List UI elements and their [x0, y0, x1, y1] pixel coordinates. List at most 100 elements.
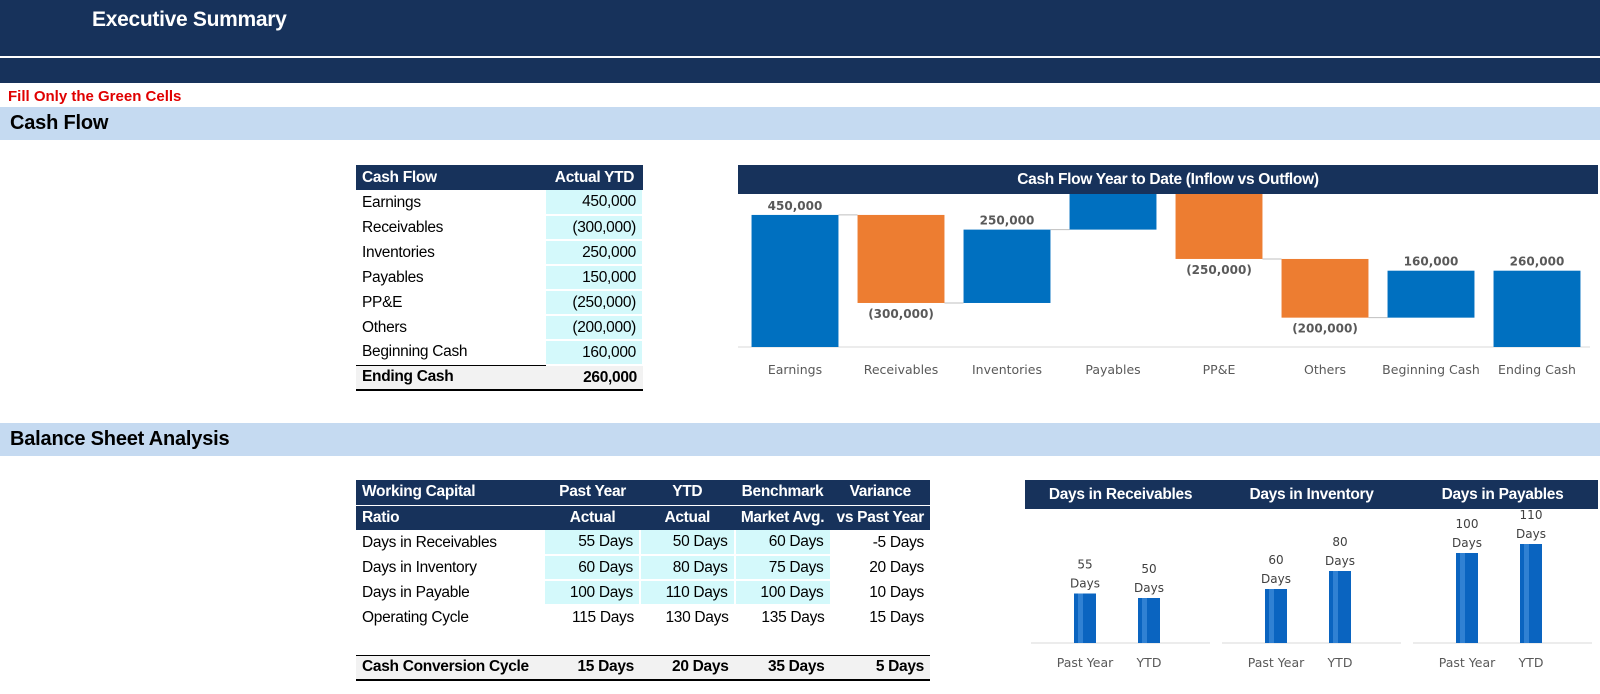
- data-label: 50: [1141, 562, 1156, 576]
- category-label: Beginning Cash: [1382, 362, 1480, 377]
- row-label: PP&E: [362, 293, 403, 311]
- days-receivables-chart: 55 Days Past Year 50 Days YTD: [1031, 558, 1210, 670]
- section-title: Cash Flow: [10, 112, 109, 134]
- bar-highlight: [1333, 571, 1338, 643]
- table-row: Payables 150,000: [356, 265, 644, 291]
- table-row: Days in Payable 100 Days 110 Days 100 Da…: [356, 580, 930, 606]
- category-label: Inventories: [972, 362, 1042, 377]
- table-row: Beginning Cash 160,000: [356, 340, 644, 366]
- column-header: Cash Flow: [356, 165, 546, 190]
- input-cell[interactable]: 160,000: [546, 340, 644, 366]
- category-label: Earnings: [768, 362, 822, 377]
- category-label: Payables: [1085, 362, 1140, 377]
- column-header: Past Year: [545, 480, 640, 505]
- table-row: Days in Inventory 60 Days 80 Days 75 Day…: [356, 555, 930, 581]
- days-inventory-chart: 60 Days Past Year 80 Days YTD: [1222, 535, 1401, 670]
- category-label: Ending Cash: [1498, 362, 1576, 377]
- days-bar: [1074, 593, 1096, 643]
- input-cell[interactable]: 100 Days: [545, 580, 641, 606]
- section-cash-flow: Cash Flow: [0, 107, 1600, 140]
- header-row: Working Capital Past Year YTD Benchmark …: [356, 480, 930, 505]
- data-label: (200,000): [1292, 322, 1358, 336]
- input-cell[interactable]: 50 Days: [639, 530, 736, 556]
- bar-highlight: [1142, 598, 1147, 643]
- days-bar: [1138, 598, 1160, 643]
- total-value: 35 Days: [734, 654, 831, 681]
- total-value: 5 Days: [830, 654, 930, 681]
- waterfall-bar: [1493, 270, 1581, 347]
- column-header: vs Past Year: [830, 504, 930, 530]
- input-cell[interactable]: 110 Days: [639, 580, 736, 606]
- category-label: Past Year: [1057, 655, 1114, 670]
- waterfall-bar: [963, 229, 1051, 303]
- table-row: Receivables (300,000): [356, 215, 644, 241]
- row-label: Receivables: [362, 218, 444, 236]
- input-cell[interactable]: 250,000: [546, 240, 644, 266]
- total-value: 20 Days: [639, 654, 735, 681]
- total-row: Ending Cash 260,000: [356, 364, 643, 391]
- days-bar: [1265, 589, 1287, 643]
- input-cell[interactable]: 60 Days: [545, 555, 641, 581]
- row-label: Beginning Cash: [356, 340, 546, 366]
- category-label: Past Year: [1248, 655, 1305, 670]
- column-header: Actual: [545, 504, 640, 530]
- input-cell[interactable]: 60 Days: [734, 530, 832, 556]
- column-header: Ratio: [356, 504, 546, 530]
- total-value: 15 Days: [545, 654, 640, 681]
- row-label: Inventories: [362, 243, 435, 261]
- section-title: Balance Sheet Analysis: [10, 428, 230, 450]
- total-label: Cash Conversion Cycle: [356, 654, 546, 681]
- column-header: Working Capital: [356, 480, 546, 505]
- page-title: Executive Summary: [92, 8, 287, 31]
- table-row: PP&E (250,000): [356, 290, 644, 316]
- days-inventory-title: Days in Inventory: [1249, 486, 1374, 503]
- table-cell: -5 Days: [872, 533, 925, 551]
- column-header: YTD: [639, 480, 735, 505]
- category-label: YTD: [1136, 655, 1162, 670]
- data-label: 160,000: [1404, 255, 1459, 269]
- row-label: Days in Inventory: [362, 558, 477, 576]
- data-label: Days: [1134, 581, 1164, 595]
- table-row: Inventories 250,000: [356, 240, 644, 266]
- total-label: Ending Cash: [356, 364, 546, 391]
- table-row: Operating Cycle 115 Days 130 Days 135 Da…: [356, 605, 930, 630]
- bar-highlight: [1078, 593, 1083, 643]
- row-label: Earnings: [362, 193, 421, 211]
- waterfall-bar: [1387, 270, 1475, 318]
- input-cell[interactable]: 75 Days: [734, 555, 832, 581]
- header-row: Ratio Actual Actual Market Avg. vs Past …: [356, 504, 930, 530]
- column-header: Actual YTD: [546, 165, 643, 190]
- input-cell[interactable]: (250,000): [546, 290, 644, 316]
- column-header: Benchmark: [734, 480, 831, 505]
- input-cell[interactable]: 450,000: [546, 190, 644, 216]
- category-label: YTD: [1518, 655, 1544, 670]
- category-label: Past Year: [1439, 655, 1496, 670]
- table-cell: 10 Days: [869, 583, 924, 601]
- input-cell[interactable]: 100 Days: [734, 580, 832, 606]
- input-cell[interactable]: 55 Days: [545, 530, 641, 556]
- working-capital-table: Working Capital Past Year YTD Benchmark …: [356, 480, 930, 681]
- data-label: Days: [1070, 577, 1100, 591]
- input-cell[interactable]: (300,000): [546, 215, 644, 241]
- row-label: Payables: [362, 268, 424, 286]
- data-label: 110: [1520, 509, 1543, 522]
- data-label: 450,000: [768, 199, 823, 213]
- column-header: Actual: [639, 504, 735, 530]
- waterfall-bar: [1069, 194, 1157, 230]
- input-cell[interactable]: (200,000): [546, 315, 644, 341]
- header-subband: [0, 58, 1600, 83]
- section-balance-sheet: Balance Sheet Analysis: [0, 423, 1600, 456]
- data-label: 100: [1456, 517, 1479, 531]
- category-label: YTD: [1327, 655, 1353, 670]
- data-label: 55: [1077, 558, 1092, 572]
- waterfall-chart: 450,000 Earnings (300,000) Receivables 250,0…: [738, 194, 1590, 377]
- data-label: 250,000: [980, 214, 1035, 228]
- input-cell[interactable]: 150,000: [546, 265, 644, 291]
- input-cell[interactable]: 80 Days: [639, 555, 736, 581]
- category-label: Others: [1304, 362, 1346, 377]
- days-bar: [1520, 544, 1542, 643]
- waterfall-bar: [857, 214, 945, 303]
- bar-highlight: [1269, 589, 1274, 643]
- data-label: 80: [1332, 535, 1347, 549]
- cash-flow-table: Cash Flow Actual YTD Earnings 450,000 Rec…: [356, 165, 644, 391]
